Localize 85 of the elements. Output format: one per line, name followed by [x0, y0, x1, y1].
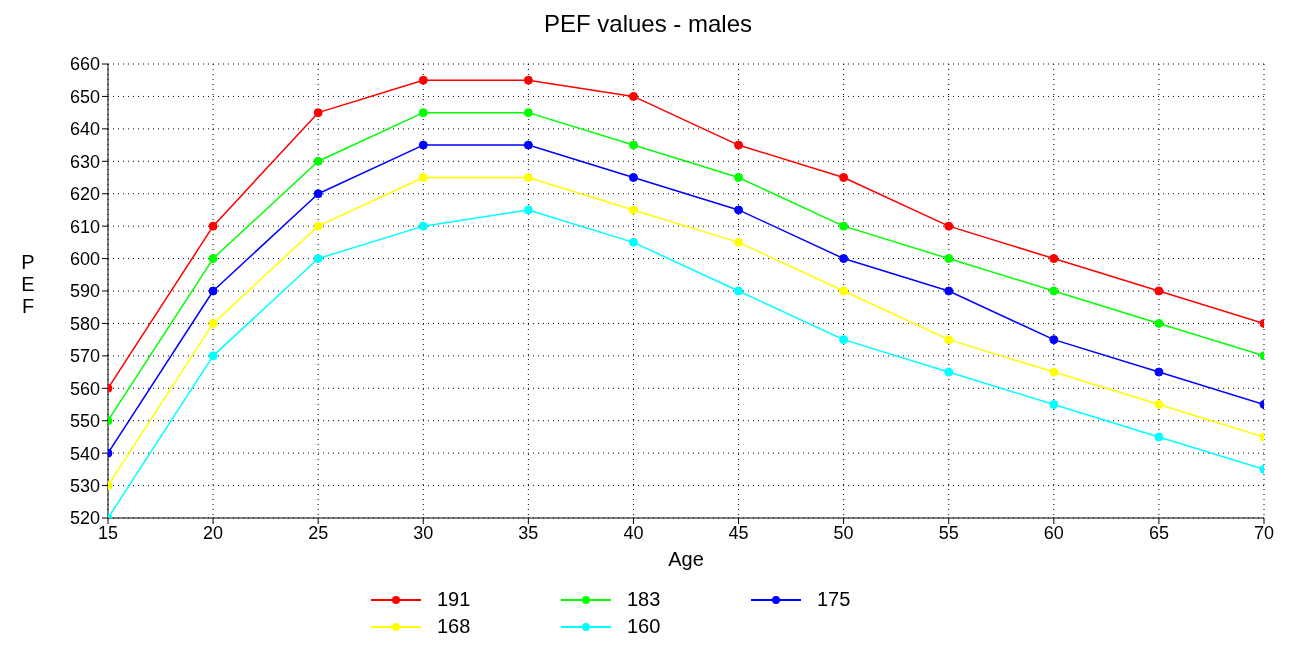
x-tick-label: 35 [518, 522, 539, 543]
y-tick-label: 530 [69, 475, 100, 496]
point [944, 221, 954, 231]
x-tick-label: 40 [623, 522, 644, 543]
point [313, 221, 323, 231]
point [1049, 286, 1059, 296]
y-tick-label: 560 [69, 378, 100, 399]
point [839, 173, 849, 182]
y-tick-label: 570 [69, 346, 100, 367]
point [418, 140, 428, 150]
y-tick-label: 540 [69, 443, 100, 464]
point [944, 254, 954, 264]
point [839, 286, 849, 296]
point [313, 254, 323, 264]
point [523, 205, 533, 215]
point [628, 237, 638, 247]
point [628, 173, 638, 182]
x-axis-title: Age [668, 548, 704, 570]
point [313, 156, 323, 166]
y-tick-label: 640 [69, 119, 100, 140]
x-tick-label: 70 [1253, 522, 1275, 543]
y-tick-label: 550 [69, 411, 100, 432]
x-tick-label: 15 [97, 522, 119, 543]
y-tick-label: 600 [69, 248, 100, 269]
point [944, 367, 954, 377]
point [944, 335, 954, 345]
y-tick-label: 520 [69, 508, 100, 529]
y-tick-label: 580 [69, 313, 100, 334]
point [313, 108, 323, 118]
point [1049, 254, 1059, 264]
point [208, 286, 218, 296]
point [734, 237, 744, 247]
legend-label: 191 [437, 588, 471, 611]
point [628, 140, 638, 150]
point [628, 205, 638, 215]
point [418, 173, 428, 182]
x-tick-label: 60 [1043, 522, 1064, 543]
point [734, 286, 744, 296]
point [734, 140, 744, 150]
point [839, 221, 849, 231]
point [1154, 318, 1164, 328]
y-tick-label: 650 [69, 86, 100, 107]
point [208, 254, 218, 264]
point [418, 108, 428, 118]
point [1049, 335, 1059, 345]
point [523, 140, 533, 150]
point [944, 286, 954, 296]
point [418, 75, 428, 85]
point [734, 173, 744, 182]
point [208, 318, 218, 328]
legend-label: 168 [437, 615, 471, 638]
point [1049, 367, 1059, 377]
point [1154, 286, 1164, 296]
point [1154, 432, 1164, 442]
y-tick-label: 630 [69, 151, 100, 172]
point [1154, 367, 1164, 377]
point [839, 335, 849, 345]
point [1154, 400, 1164, 409]
y-tick-label: 590 [69, 281, 100, 302]
legend-label: 175 [817, 588, 851, 611]
x-tick-label: 50 [833, 522, 854, 543]
point [208, 221, 218, 231]
chart-title: PEF values - males [542, 10, 754, 38]
point [208, 351, 218, 361]
point [523, 108, 533, 118]
y-axis-title: P E F [21, 251, 35, 317]
x-tick-label: 25 [308, 522, 329, 543]
legend-label: 183 [627, 588, 661, 611]
x-tick-label: 65 [1148, 522, 1169, 543]
legend-label: 160 [627, 615, 661, 638]
x-tick-label: 45 [728, 522, 749, 543]
point [628, 91, 638, 101]
x-tick-label: 20 [203, 522, 224, 543]
point [1049, 400, 1059, 409]
x-tick-label: 55 [938, 522, 959, 543]
y-tick-label: 620 [69, 184, 100, 205]
point [523, 173, 533, 182]
y-tick-label: 610 [69, 216, 100, 237]
point [418, 221, 428, 231]
point [523, 75, 533, 85]
point [839, 254, 849, 264]
point [313, 189, 323, 199]
x-tick-label: 30 [413, 522, 434, 543]
y-tick-label: 660 [69, 54, 100, 75]
point [734, 205, 744, 215]
